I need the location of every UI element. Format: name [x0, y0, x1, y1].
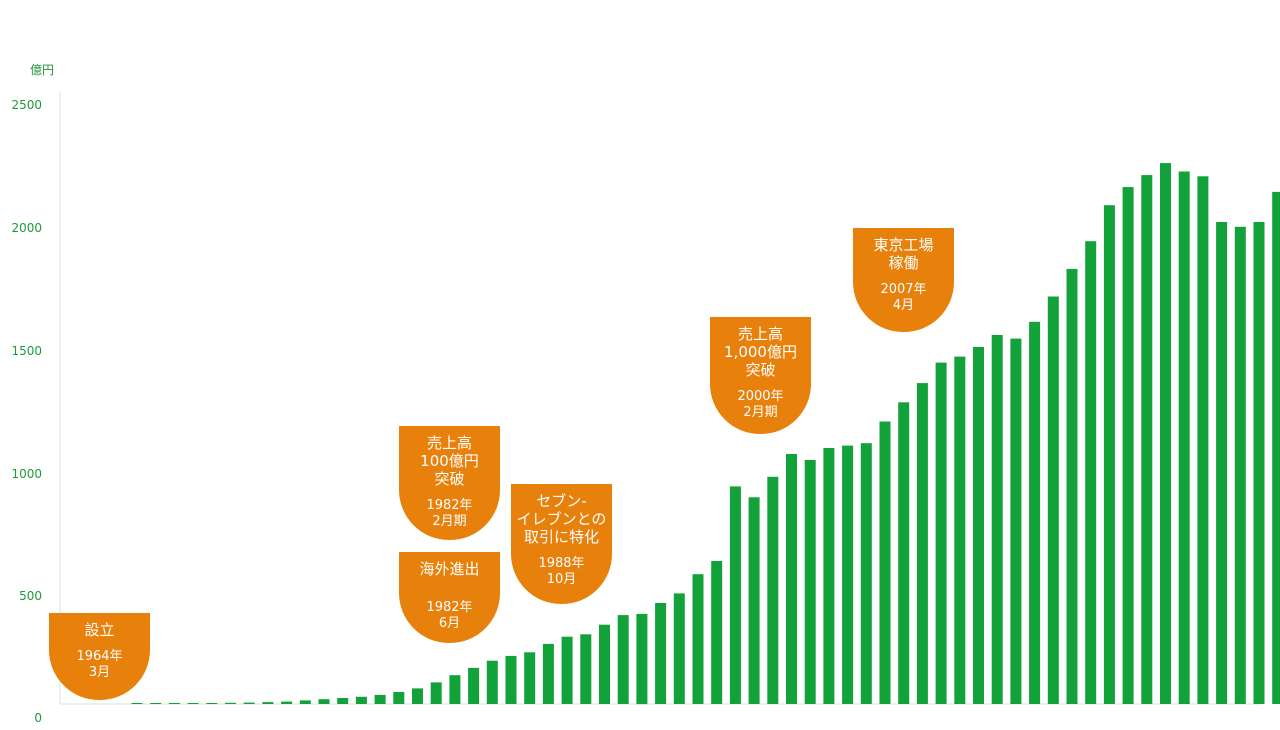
bar [1085, 241, 1097, 704]
annotation-date: 1982年 6月 [426, 600, 473, 631]
annotation-title: 東京工場 稼働 [873, 236, 934, 272]
annotation-title: 売上高 100億円 突破 [420, 434, 479, 488]
bar [767, 476, 779, 704]
bar [1141, 175, 1153, 705]
annotation-date: 1988年 10月 [538, 556, 585, 587]
bar [262, 702, 274, 704]
y-tick-label: 1000 [11, 467, 42, 481]
bar [281, 701, 293, 704]
bar [486, 660, 498, 704]
bar [729, 486, 741, 704]
bar [1234, 226, 1246, 705]
bar [318, 699, 330, 704]
bar [355, 696, 367, 704]
bar [898, 402, 910, 704]
bar [243, 702, 255, 704]
bar [168, 703, 180, 704]
bar [1103, 205, 1115, 704]
bar [430, 682, 442, 704]
bar [1216, 222, 1228, 704]
bar [1178, 171, 1190, 704]
annotation-title: 海外進出 [419, 560, 480, 578]
bar [804, 460, 816, 704]
annotation-overseas-expansion: 海外進出 1982年 6月 [399, 552, 500, 643]
bar [131, 703, 143, 704]
bar [655, 603, 667, 704]
bar [1197, 176, 1209, 705]
annotation-date: 1982年 2月期 [426, 498, 473, 529]
bar [374, 694, 386, 704]
annotation-title: 売上高 1,000億円 突破 [724, 325, 797, 379]
bar [823, 448, 835, 704]
bar [468, 667, 480, 704]
bar [748, 497, 760, 704]
y-axis-unit-label: 億円 [30, 63, 55, 77]
bar [449, 675, 461, 704]
bar [1010, 338, 1022, 704]
annotation-sales-100-oku: 売上高 100億円 突破 1982年 2月期 [399, 426, 500, 540]
bar [711, 561, 723, 704]
bar [542, 643, 554, 704]
y-tick-label: 2000 [11, 221, 42, 235]
bar [412, 688, 423, 704]
y-tick-label: 0 [34, 711, 42, 725]
bar [842, 445, 854, 704]
bar [879, 421, 891, 704]
bar [1047, 296, 1059, 704]
bar [299, 700, 311, 704]
bar [599, 624, 610, 704]
annotation-founding: 設立 1964年 3月 [49, 613, 150, 700]
bar [1253, 222, 1265, 704]
bar [1160, 163, 1171, 705]
bar [991, 335, 1003, 704]
bar [1122, 187, 1134, 705]
annotation-seven-eleven-specialization: セブン- イレブンとの 取引に特化 1988年 10月 [511, 484, 612, 604]
annotation-date: 1964年 3月 [76, 649, 123, 680]
annotation-date: 2000年 2月期 [737, 389, 784, 420]
y-tick-label: 500 [19, 589, 42, 603]
bar [505, 655, 517, 704]
bar [187, 703, 199, 704]
annotation-title: 設立 [84, 621, 115, 639]
bar [786, 454, 797, 704]
bar [973, 347, 984, 704]
annotation-title: セブン- イレブンとの 取引に特化 [516, 492, 607, 546]
annotation-sales-1000-oku: 売上高 1,000億円 突破 2000年 2月期 [710, 317, 811, 434]
bar [524, 652, 536, 704]
bar [935, 362, 947, 704]
bar [1029, 321, 1041, 704]
bar [337, 698, 349, 704]
y-tick-label: 2500 [11, 98, 42, 112]
bar [1272, 191, 1280, 704]
bar [954, 356, 966, 704]
annotation-tokyo-factory: 東京工場 稼働 2007年 4月 [853, 228, 954, 332]
bar [916, 383, 928, 704]
bar [561, 636, 573, 704]
annotation-date: 2007年 4月 [880, 282, 927, 313]
bar [206, 703, 218, 704]
bar [692, 574, 704, 704]
bar [673, 593, 685, 704]
bar [636, 613, 648, 705]
bar [150, 703, 162, 704]
bar [860, 443, 872, 704]
bar [1066, 268, 1078, 704]
bar [617, 615, 629, 704]
y-tick-label: 1500 [11, 344, 42, 358]
bar-series [131, 163, 1280, 705]
bar [580, 634, 592, 704]
bar [225, 702, 236, 704]
bar [393, 692, 405, 704]
